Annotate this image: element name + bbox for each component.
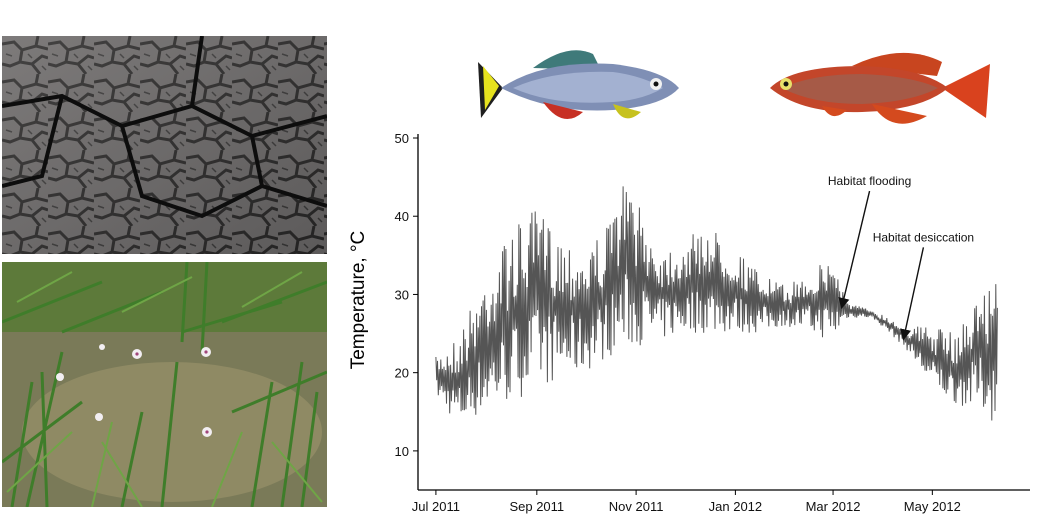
flooded-grass-pool-image xyxy=(2,262,327,507)
y-tick-label: 40 xyxy=(395,209,409,224)
red-killifish-image xyxy=(770,52,990,124)
x-axis: Jul 2011 Sep 2011 Nov 2011 Jan 2012 Mar 2012… xyxy=(412,489,1030,514)
blue-killifish-picture xyxy=(473,40,688,130)
red-killifish-picture xyxy=(762,44,994,136)
blue-killifish-image xyxy=(478,50,679,120)
series-layer xyxy=(435,186,998,421)
x-tick-label: Mar 2012 xyxy=(806,499,861,514)
dry-cracked-mud-photo xyxy=(2,36,327,254)
y-axis: 10 20 30 40 50 xyxy=(395,131,419,490)
dry-cracked-mud-image xyxy=(2,36,327,254)
temperature-chart-svg: 10 20 30 40 50 Jul 2011 Sep 2011 Nov 2011 Jan 2… xyxy=(348,131,1030,514)
y-tick-label: 30 xyxy=(395,287,409,302)
temperature-series-line xyxy=(435,186,998,421)
x-tick-label: Jul 2011 xyxy=(412,499,460,514)
y-tick-label: 20 xyxy=(395,366,409,381)
annotation-arrow xyxy=(838,190,871,310)
flooded-grass-pool-photo xyxy=(2,262,327,507)
x-tick-label: May 2012 xyxy=(904,499,961,514)
temperature-chart: 10 20 30 40 50 Jul 2011 Sep 2011 Nov 2011 Jan 2… xyxy=(340,120,1040,525)
annotation-label: Habitat flooding xyxy=(828,174,911,188)
x-tick-label: Jan 2012 xyxy=(709,499,763,514)
y-axis-title: Temperature, °C xyxy=(348,231,369,370)
annotation-label: Habitat desiccation xyxy=(873,230,974,244)
y-tick-label: 50 xyxy=(395,131,409,146)
y-tick-label: 10 xyxy=(395,444,409,459)
x-tick-label: Sep 2011 xyxy=(509,499,564,514)
annotation-layer: Habitat flooding Habitat desiccation xyxy=(828,174,974,341)
x-tick-label: Nov 2011 xyxy=(609,499,664,514)
annotation-arrow xyxy=(900,247,925,341)
